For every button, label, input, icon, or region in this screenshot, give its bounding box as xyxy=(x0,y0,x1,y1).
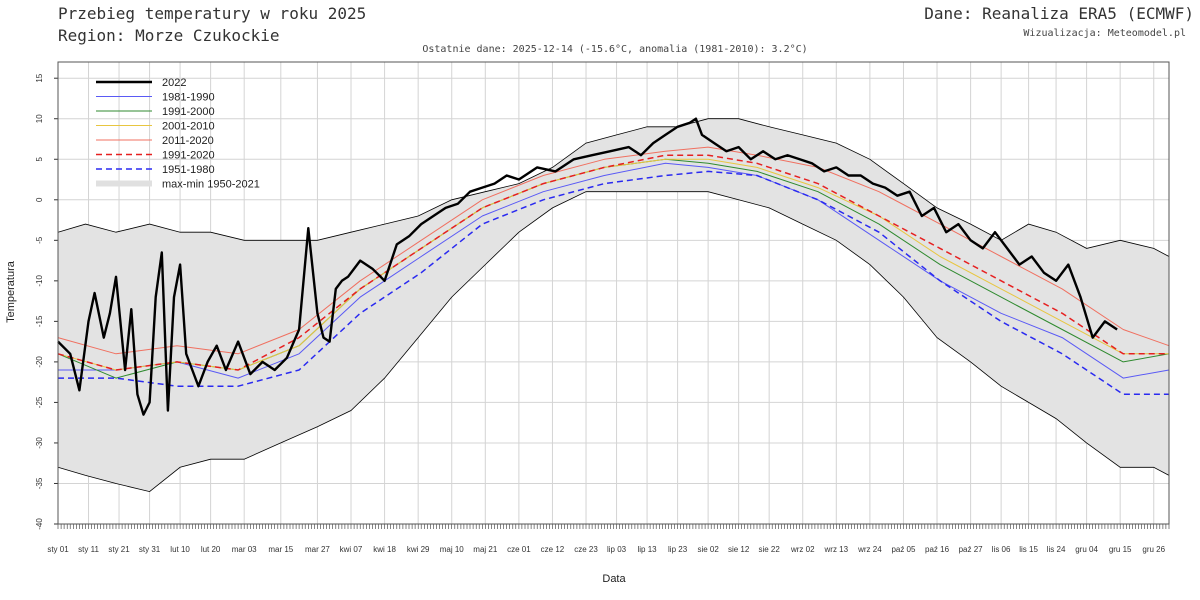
legend-label-1991-2020: 1991-2020 xyxy=(162,150,215,162)
x-tick-label: sty 11 xyxy=(78,545,99,554)
x-tick-label: sty 21 xyxy=(108,545,130,554)
x-tick-label: paź 05 xyxy=(891,545,916,554)
x-tick-label: lip 13 xyxy=(638,545,658,554)
x-tick-label: mar 27 xyxy=(305,545,330,554)
band-min-line xyxy=(57,191,1170,493)
band-max-line xyxy=(57,118,1170,257)
y-tick-label: 10 xyxy=(35,114,44,123)
chart-title: Przebieg temperatury w roku 2025 xyxy=(58,4,367,23)
y-tick-label: -35 xyxy=(35,477,44,489)
x-tick-label: wrz 13 xyxy=(824,545,849,554)
y-tick-label: -5 xyxy=(35,236,44,244)
y-tick-label: 0 xyxy=(35,197,44,202)
band-max-min xyxy=(58,118,1169,492)
x-tick-label: paź 16 xyxy=(925,545,950,554)
visualization-site: Meteomodel.pl xyxy=(1107,28,1186,39)
y-tick-label: 15 xyxy=(35,73,44,82)
x-tick-label: lut 10 xyxy=(170,545,190,554)
series-line-1991-2020 xyxy=(57,154,1169,371)
series-layer xyxy=(57,117,1170,416)
y-tick-label: -20 xyxy=(35,356,44,368)
x-tick-label: kwi 07 xyxy=(340,545,363,554)
series-line-2011-2020 xyxy=(57,146,1170,355)
visualization-credit: Wizualizacja: Meteomodel.pl xyxy=(1023,28,1186,39)
x-tick-label: kwi 29 xyxy=(407,545,430,554)
x-tick-label: sty 01 xyxy=(47,545,69,554)
band-layer xyxy=(57,118,1170,493)
axes: -40 -35 -30 -25 -20 -15 -10 -5 0 5 10 15 sty 01 sty 1… xyxy=(35,61,1170,554)
x-tick-label: sie 02 xyxy=(697,545,719,554)
y-tick-label: -25 xyxy=(35,396,44,408)
x-tick-label: gru 26 xyxy=(1142,545,1165,554)
x-tick-label: cze 12 xyxy=(541,545,565,554)
series-line-1951-1980 xyxy=(58,170,1169,396)
series-line-1981-1990 xyxy=(58,162,1170,379)
y-tick-label: -10 xyxy=(35,275,44,287)
legend-label-2022: 2022 xyxy=(162,77,186,89)
legend-label-2011-2020: 2011-2020 xyxy=(162,135,214,147)
y-axis-label: Temperatura xyxy=(5,260,17,323)
legend-label-band: max-min 1950-2021 xyxy=(162,179,260,191)
x-tick-label: maj 10 xyxy=(440,545,465,554)
x-axis-label: Data xyxy=(602,573,626,585)
x-tick-label: gru 04 xyxy=(1075,545,1098,554)
x-tick-label: lis 06 xyxy=(992,545,1011,554)
data-source: Dane: Reanaliza ERA5 (ECMWF) xyxy=(924,4,1194,23)
y-tick-label: -15 xyxy=(35,315,44,327)
y-tick-label: -40 xyxy=(35,518,44,530)
x-tick-label: sty 31 xyxy=(139,545,161,554)
x-tick-label: cze 23 xyxy=(574,545,598,554)
y-tick-label: 5 xyxy=(35,156,44,161)
visualization-label: Wizualizacja: xyxy=(1023,28,1102,39)
x-tick-label: sie 22 xyxy=(758,545,780,554)
legend-swatch-band xyxy=(96,180,152,187)
x-tick-label: kwi 18 xyxy=(373,545,396,554)
legend-label-1951-1980: 1951-1980 xyxy=(162,164,215,176)
y-tick-label: -30 xyxy=(35,437,44,449)
x-tick-label: wrz 02 xyxy=(790,545,815,554)
x-day-ticks xyxy=(57,524,1170,529)
x-tick-label: lip 03 xyxy=(607,545,627,554)
x-tick-label: sie 12 xyxy=(728,545,750,554)
legend-label-2001-2010: 2001-2010 xyxy=(162,121,215,133)
x-tick-label: gru 15 xyxy=(1109,545,1132,554)
legend-label-1981-1990: 1981-1990 xyxy=(162,92,215,104)
chart-region: Region: Morze Czukockie xyxy=(58,26,280,45)
plot-frame xyxy=(57,61,1170,525)
last-data-note: Ostatnie dane: 2025-12-14 (-15.6°C, anom… xyxy=(422,44,808,55)
x-tick-label: mar 15 xyxy=(268,545,293,554)
legend: 2022 1981-1990 1991-2000 2001-2010 2011-2020… xyxy=(96,77,260,191)
x-tick-label: wrz 24 xyxy=(857,545,882,554)
x-tick-label: mar 03 xyxy=(232,545,257,554)
x-tick-label: lis 24 xyxy=(1047,545,1066,554)
x-tick-label: paź 27 xyxy=(959,545,984,554)
x-tick-label: maj 21 xyxy=(473,545,498,554)
legend-label-1991-2000: 1991-2000 xyxy=(162,106,215,118)
x-tick-label: lis 15 xyxy=(1019,545,1038,554)
series-line-2022 xyxy=(57,117,1118,416)
x-tick-label: lut 20 xyxy=(201,545,221,554)
x-tick-label: cze 01 xyxy=(507,545,531,554)
x-tick-label: lip 23 xyxy=(668,545,688,554)
